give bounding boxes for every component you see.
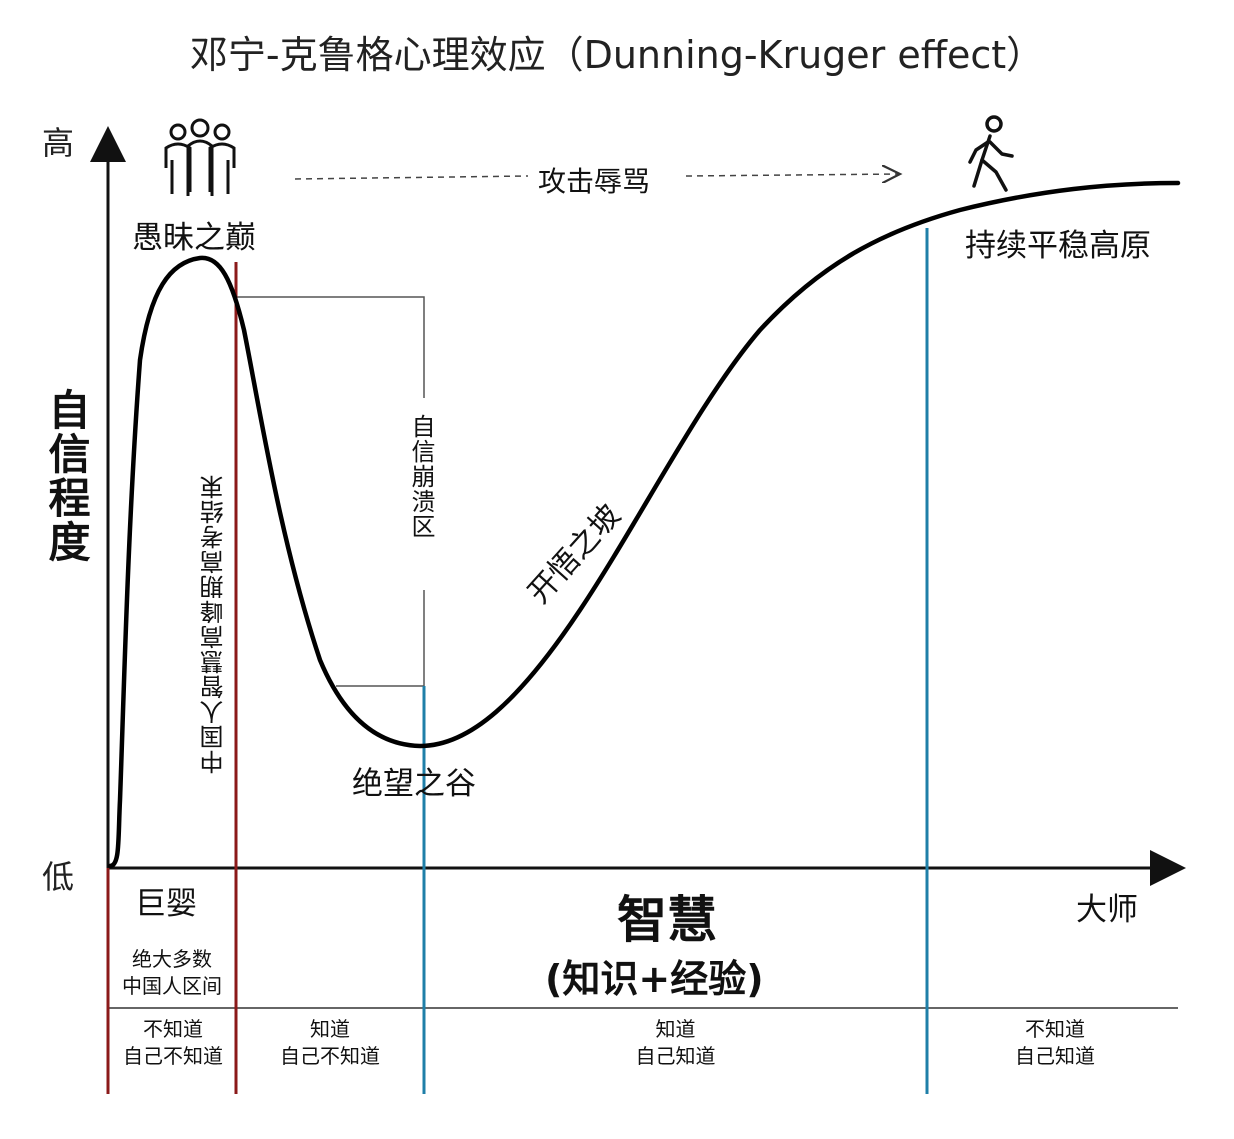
stage-4: 不知道 自己知道 [929,1016,1181,1070]
stage-1-line2: 自己不知道 [123,1044,223,1068]
stage-3: 知道 自己知道 [426,1016,925,1070]
stage-4-line2: 自己知道 [1015,1044,1095,1068]
peak-label: 愚昧之巅 [132,220,256,256]
attack-arrow-left [294,175,529,180]
stage-3-line2: 自己知道 [635,1044,716,1068]
stage-1: 不知道 自己不知道 [110,1016,236,1070]
y-axis-label: 自信程度 [42,388,91,564]
x-axis-start: 巨婴 [135,886,197,922]
stage-4-line1: 不知道 [1025,1017,1085,1041]
collapse-zone-label: 自信崩溃区 [407,414,435,539]
china-peak-label: 中国人智慧高峰期高考结束 [200,474,228,774]
x-axis-label: 智慧 [617,891,717,949]
y-axis-low: 低 [42,858,75,896]
dunning-kruger-curve [107,180,1181,869]
x-axis-sublabel: (知识+经验) [545,957,764,1001]
stage-2-line1: 知道 [310,1017,350,1041]
stage-1-line1: 不知道 [143,1017,203,1041]
majority-line2: 中国人区间 [122,974,222,998]
valley-label: 绝望之谷 [352,766,476,802]
group-of-people-icon [164,118,236,196]
collapse-zone-bracket [236,296,425,398]
walking-person-icon [968,115,1014,192]
stage-2-line2: 自己不知道 [280,1044,380,1068]
stage-3-line1: 知道 [655,1017,696,1041]
attack-label: 攻击辱骂 [532,160,657,200]
stage-2: 知道 自己不知道 [238,1016,422,1070]
plateau-label: 持续平稳高原 [965,228,1151,264]
attack-arrow-right [685,174,900,176]
majority-line1: 绝大多数 [132,947,212,971]
y-axis-high: 高 [42,124,75,162]
x-axis-end: 大师 [1076,892,1138,928]
majority-range-label: 绝大多数 中国人区间 [110,946,234,1000]
diagram-title: 邓宁-克鲁格心理效应（Dunning-Kruger effect） [189,33,1045,77]
